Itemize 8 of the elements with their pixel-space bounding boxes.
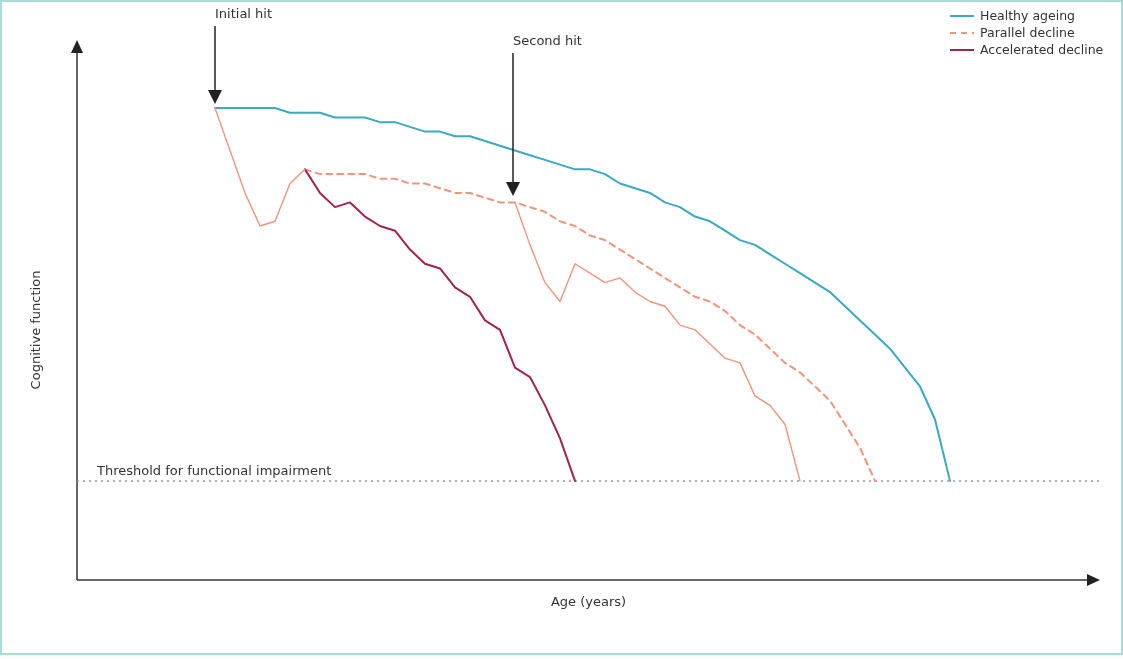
y-axis-title: Cognitive function (28, 270, 43, 390)
ref-line-label: Threshold for functional impairment (96, 462, 332, 478)
text: Second hit (513, 33, 582, 48)
legend-label: Parallel decline (980, 25, 1075, 40)
text: Initial hit (215, 6, 273, 21)
legend-label: Healthy ageing (980, 8, 1076, 23)
legend-label: Accelerated decline (980, 42, 1104, 57)
x-axis-title: Age (years) (550, 594, 627, 609)
